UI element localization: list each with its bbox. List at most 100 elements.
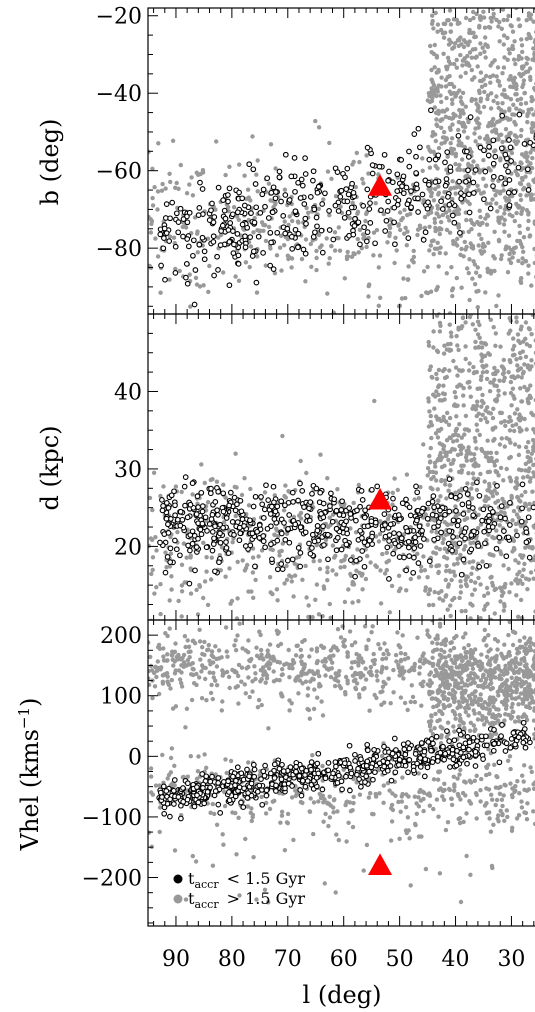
point-recent <box>187 501 194 508</box>
point-recent <box>420 237 427 243</box>
point-old <box>483 35 488 40</box>
point-old <box>448 341 453 347</box>
point-old <box>274 677 279 683</box>
point-recent <box>413 153 419 160</box>
point-recent <box>447 164 454 170</box>
point-old <box>529 283 534 288</box>
point-old <box>443 532 449 537</box>
point-old <box>467 257 472 262</box>
point-recent <box>313 214 320 221</box>
point-old <box>501 608 506 613</box>
point-recent <box>225 198 231 205</box>
point-recent <box>217 242 224 248</box>
point-old <box>426 339 431 345</box>
point-old <box>368 560 373 565</box>
point-recent <box>364 186 371 193</box>
point-old <box>293 653 299 658</box>
point-old <box>152 185 157 190</box>
point-recent <box>467 114 474 120</box>
point-old <box>523 489 528 495</box>
point-recent <box>247 517 253 524</box>
point-recent <box>211 272 217 279</box>
point-old <box>201 540 206 545</box>
point-old <box>470 276 475 281</box>
point-old <box>525 119 530 125</box>
point-old <box>327 666 332 671</box>
point-recent <box>297 550 304 556</box>
point-old <box>451 569 456 574</box>
point-old <box>206 289 211 295</box>
point-old <box>148 668 151 674</box>
point-old <box>356 660 361 665</box>
point-old <box>391 667 396 673</box>
point-old <box>433 228 438 234</box>
point-old <box>429 77 434 82</box>
point-old <box>471 9 476 15</box>
point-old <box>496 388 501 393</box>
point-old <box>449 149 454 154</box>
point-old <box>526 507 532 512</box>
point-old <box>323 673 328 678</box>
point-old <box>469 227 474 232</box>
point-old <box>479 300 483 304</box>
point-old <box>472 262 478 267</box>
point-recent <box>348 204 355 211</box>
point-old <box>219 708 224 713</box>
point-old <box>473 46 478 52</box>
point-recent <box>195 535 201 542</box>
point-old <box>506 233 512 238</box>
point-recent <box>435 152 442 159</box>
point-old <box>184 191 190 196</box>
point-old <box>161 646 166 651</box>
point-old <box>512 119 517 125</box>
point-old <box>528 74 533 80</box>
point-old <box>503 423 508 428</box>
point-old <box>490 580 495 586</box>
point-recent <box>184 280 191 287</box>
point-old <box>482 353 488 359</box>
point-old <box>512 75 517 81</box>
point-old <box>285 236 290 242</box>
point-old <box>282 493 287 499</box>
point-recent <box>490 160 497 167</box>
point-recent <box>341 214 348 221</box>
point-recent <box>438 529 444 536</box>
point-old <box>527 479 533 484</box>
point-old <box>410 665 415 670</box>
point-old <box>528 570 534 575</box>
point-old <box>514 577 519 582</box>
point-old <box>195 250 200 255</box>
point-old <box>468 655 473 660</box>
point-old <box>498 465 504 471</box>
point-old <box>229 598 235 604</box>
point-recent <box>220 524 226 531</box>
point-old <box>520 66 525 71</box>
point-old <box>496 218 501 223</box>
point-recent <box>303 220 309 227</box>
point-old <box>223 574 228 579</box>
point-old <box>372 661 377 667</box>
point-recent <box>186 580 193 587</box>
point-recent <box>183 261 190 267</box>
point-old <box>525 159 530 164</box>
point-recent <box>320 523 326 530</box>
point-recent <box>417 144 423 151</box>
point-recent <box>321 542 327 548</box>
point-recent <box>286 512 293 518</box>
point-old <box>446 488 451 493</box>
point-old <box>476 243 481 248</box>
point-recent <box>307 194 314 200</box>
point-recent <box>395 512 402 518</box>
point-old <box>263 263 268 268</box>
point-old <box>489 490 495 496</box>
point-old <box>336 679 341 684</box>
point-recent <box>299 182 306 189</box>
point-old <box>436 83 441 88</box>
point-old <box>507 51 512 56</box>
point-old <box>532 219 535 224</box>
point-recent <box>235 252 242 259</box>
point-old <box>472 435 478 441</box>
point-old <box>261 672 266 678</box>
point-old <box>507 590 512 595</box>
point-old <box>245 187 251 192</box>
